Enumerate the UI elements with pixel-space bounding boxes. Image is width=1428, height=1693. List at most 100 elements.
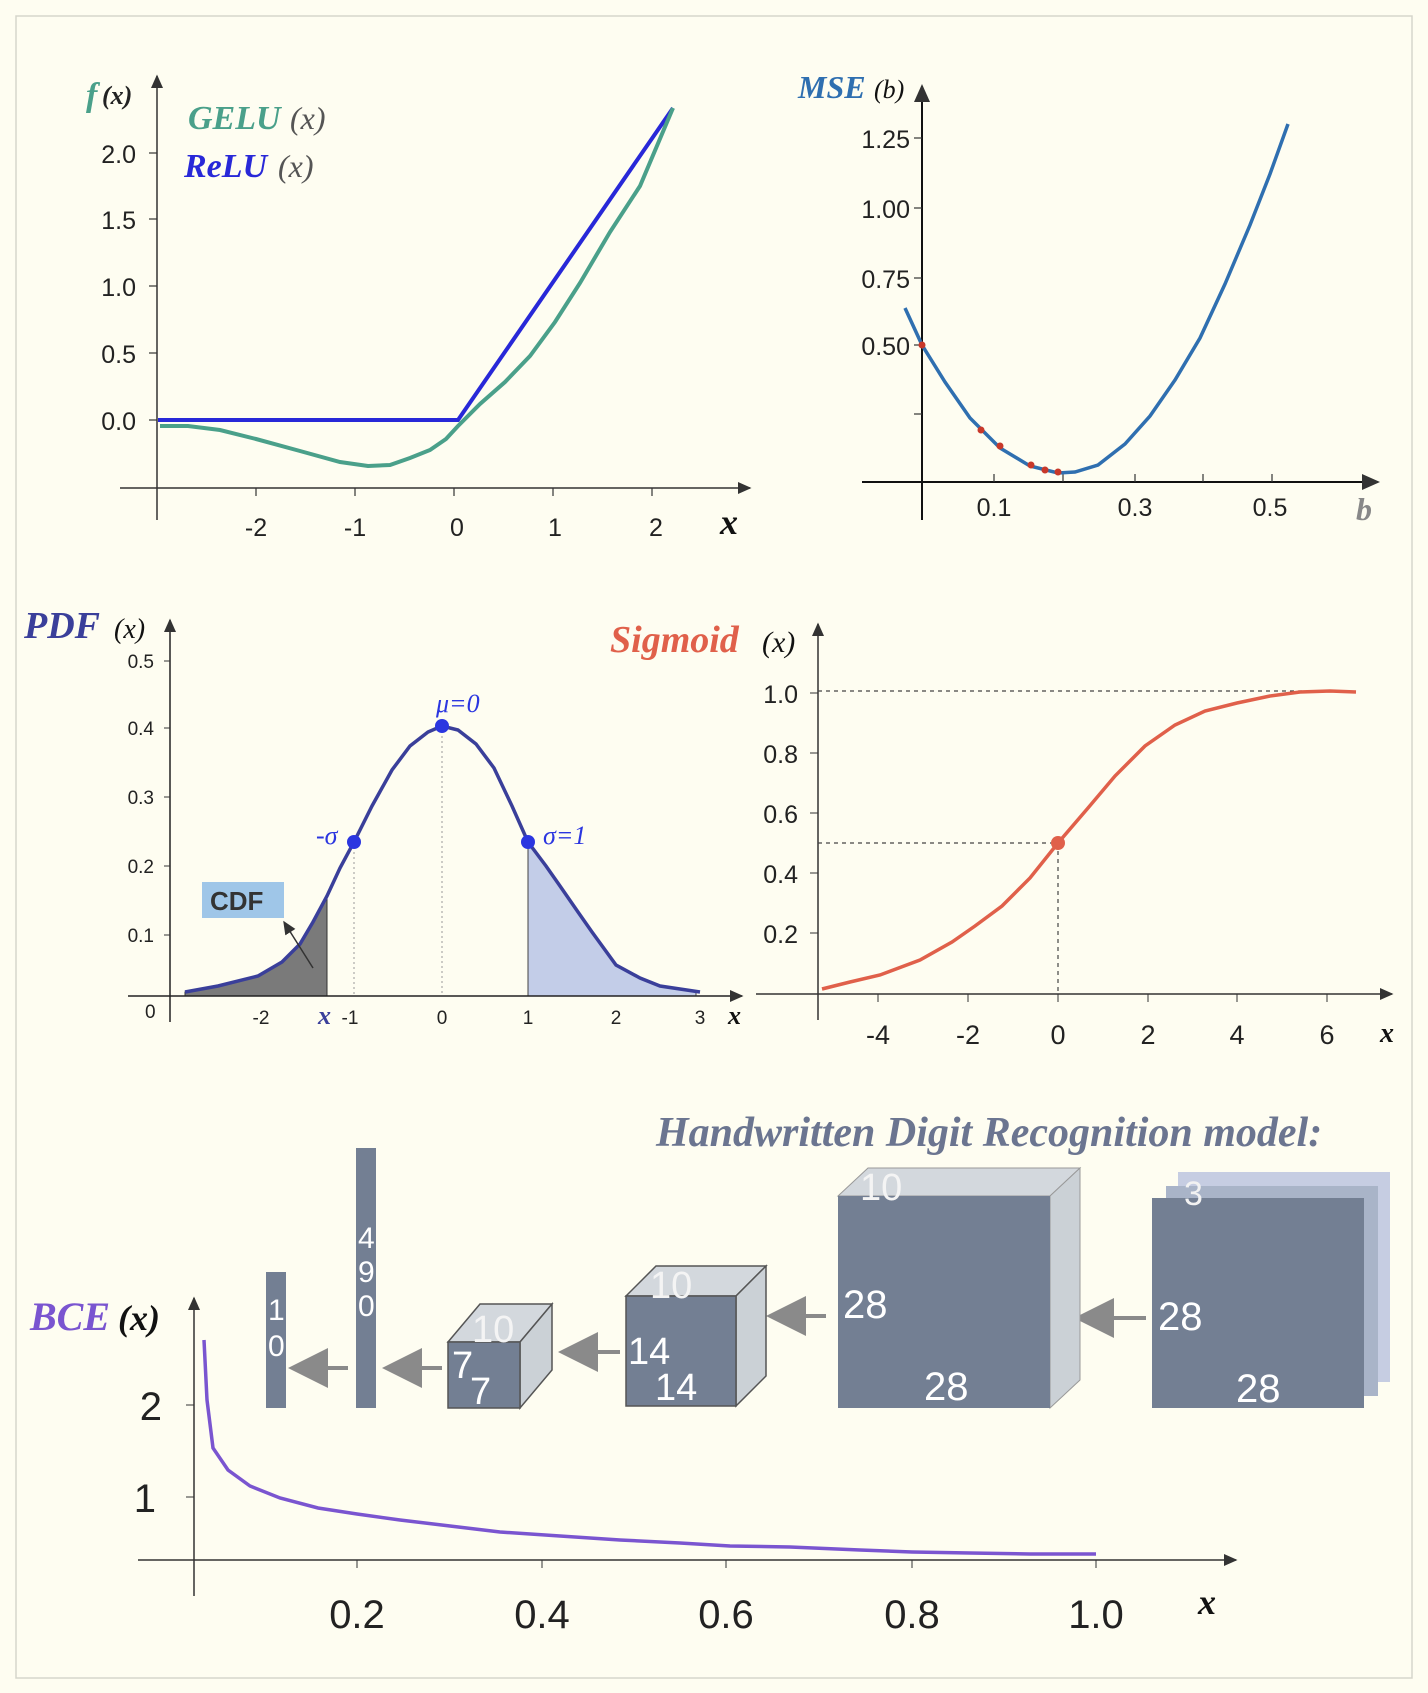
mse-point — [1054, 468, 1062, 476]
sigmoid-x-tick-label: -4 — [866, 1020, 890, 1050]
pool1-layer: 10 14 14 — [624, 1264, 768, 1409]
output-layer-bar — [266, 1272, 286, 1408]
pool2-channels-label: 10 — [472, 1309, 514, 1351]
bce-y-label-name: BCE — [29, 1294, 110, 1339]
gelu-y-tick-marks — [149, 152, 157, 421]
pdf-y-tick-label: 0.2 — [128, 857, 154, 878]
gelu-x-tick-label: 2 — [649, 514, 663, 542]
flatten-layer-bar — [356, 1148, 376, 1408]
gelu-curve — [160, 107, 675, 469]
bce-x-tick-marks — [356, 1560, 1097, 1568]
bce-x-tick-label: 0.4 — [514, 1593, 570, 1637]
pool1-width-label: 14 — [655, 1367, 697, 1409]
flatten-digit: 9 — [358, 1256, 375, 1289]
sigmoid-y-tick-label: 0.8 — [763, 741, 798, 769]
sigmoid-y-label-arg: (x) — [762, 626, 795, 659]
input-width-label: 28 — [1236, 1367, 1281, 1411]
gelu-x-tick-label: 0 — [450, 514, 464, 542]
gelu-x-tick-label: -2 — [245, 514, 267, 542]
pdf-panel: 0.1 0.2 0.3 0.4 0.5 0 -2 -1 0 1 2 3 μ=0 … — [23, 605, 744, 1030]
mse-gradient-points — [918, 341, 1062, 476]
mse-x-tick-label: 0.5 — [1253, 494, 1288, 522]
pdf-x-tick-label: 2 — [611, 1008, 622, 1029]
pdf-x-label: x — [727, 1001, 741, 1030]
output-digit: 0 — [268, 1330, 285, 1363]
pdf-y-tick-label: 0.3 — [128, 788, 154, 809]
bce-x-label: x — [1197, 1582, 1216, 1622]
pdf-sigma-label: σ=1 — [543, 821, 586, 850]
conv1-layer-front — [838, 1196, 1050, 1408]
bce-x-tick-label: 0.6 — [698, 1593, 754, 1637]
pdf-cdf-x-marker: x — [317, 1001, 331, 1030]
relu-curve — [158, 106, 675, 422]
bce-panel: 0.2 0.4 0.6 0.8 1.0 1 2 BCE (x) x — [29, 1294, 1238, 1637]
bce-y-tick-label: 2 — [140, 1385, 162, 1429]
mse-x-tick-marks — [993, 474, 1273, 482]
sigmoid-panel: 0.2 0.4 0.6 0.8 1.0 -4 -2 0 2 4 6 Sigmoi… — [610, 619, 1394, 1050]
relu-legend-name: ReLU — [183, 148, 270, 185]
pdf-x-tick-label: -1 — [342, 1008, 359, 1029]
bce-x-tick-label: 0.8 — [884, 1593, 940, 1637]
pool2-height-label: 7 — [452, 1345, 473, 1387]
gelu-x-tick-marks — [255, 488, 653, 496]
mse-y-tick-marks — [914, 137, 922, 415]
sigmoid-x-tick-marks — [877, 994, 1328, 1002]
pdf-right-tail-area — [527, 840, 697, 997]
sigmoid-y-tick-label: 1.0 — [763, 681, 798, 709]
gelu-y-tick-label: 2.0 — [101, 141, 136, 169]
flatten-digit: 4 — [358, 1222, 375, 1255]
bce-x-tick-label: 1.0 — [1068, 1593, 1124, 1637]
pool2-layer: 10 7 7 — [446, 1301, 554, 1413]
gelu-y-tick-label: 1.5 — [101, 207, 136, 235]
pdf-sigma-point — [521, 835, 535, 849]
gelu-y-label-arg: (x) — [102, 81, 132, 110]
pdf-y-label-arg: (x) — [114, 614, 145, 645]
pool1-layer-front — [625, 1295, 737, 1407]
pdf-x-tick-label: 3 — [695, 1008, 706, 1029]
gelu-legend-name: GELU — [188, 100, 283, 137]
pdf-y-tick-label: 0.1 — [128, 926, 154, 947]
pool2-width-label: 7 — [470, 1371, 491, 1413]
sigmoid-y-tick-label: 0.4 — [763, 861, 798, 889]
sigmoid-y-tick-label: 0.6 — [763, 801, 798, 829]
sigmoid-x-tick-label: -2 — [956, 1020, 980, 1050]
gelu-y-tick-label: 0.0 — [101, 408, 136, 436]
mse-point — [1027, 461, 1035, 469]
conv1-width-label: 28 — [924, 1365, 969, 1409]
gelu-x-tick-label: 1 — [548, 514, 562, 542]
input-height-label: 28 — [1158, 1295, 1203, 1339]
sigmoid-midpoint — [1051, 836, 1065, 850]
mse-y-tick-label: 1.00 — [861, 196, 910, 224]
gelu-y-tick-label: 1.0 — [101, 274, 136, 302]
bce-curve — [202, 1339, 1096, 1556]
sigmoid-x-label: x — [1379, 1018, 1394, 1049]
sigmoid-x-tick-label: 4 — [1229, 1020, 1244, 1050]
mse-y-tick-label: 1.25 — [861, 126, 910, 154]
pdf-x-tick-label: 0 — [437, 1008, 448, 1029]
output-layer: 1 0 — [266, 1272, 286, 1408]
pdf-cdf-label: CDF — [210, 886, 263, 916]
pool1-height-label: 14 — [628, 1331, 670, 1373]
mse-point — [996, 442, 1004, 450]
gelu-legend-arg: (x) — [290, 100, 326, 136]
input-layer: 3 28 28 — [1152, 1172, 1390, 1411]
pdf-neg-sigma-point — [347, 835, 361, 849]
mse-panel: 0.50 0.75 1.00 1.25 0.1 0.3 0.5 MSE (b) … — [797, 69, 1380, 527]
mse-x-label: b — [1356, 491, 1372, 527]
gelu-x-label: x — [719, 502, 738, 542]
pdf-mu-label: μ=0 — [435, 689, 480, 718]
gelu-relu-panel: -2 -1 0 1 2 0.0 0.5 1.0 1.5 2.0 f (x) GE… — [86, 74, 752, 542]
sigmoid-y-label-name: Sigmoid — [610, 619, 740, 661]
mse-x-tick-label: 0.1 — [977, 494, 1012, 522]
sigmoid-curve — [821, 689, 1357, 991]
pool1-channels-label: 10 — [650, 1265, 692, 1307]
pdf-origin-label: 0 — [145, 1002, 156, 1023]
bce-y-label-arg: (x) — [118, 1298, 160, 1338]
output-digit: 1 — [268, 1294, 285, 1327]
pdf-cdf-arrow — [283, 920, 314, 969]
pdf-x-tick-label: -2 — [253, 1008, 270, 1029]
mse-y-label-name: MSE — [797, 69, 866, 105]
mse-point — [918, 341, 926, 349]
pdf-x-tick-label: 1 — [523, 1008, 534, 1029]
